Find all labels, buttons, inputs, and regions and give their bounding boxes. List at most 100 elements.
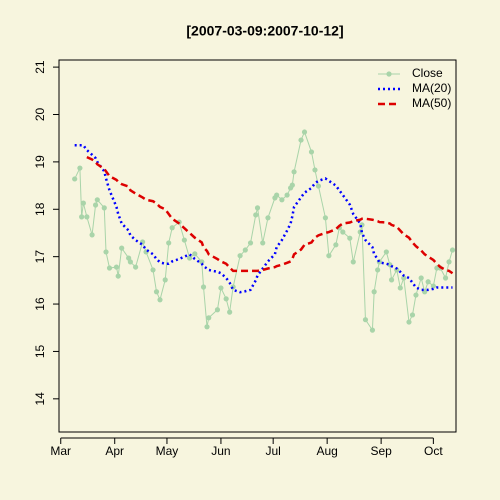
data-point	[127, 259, 133, 265]
data-point	[166, 240, 172, 246]
y-tick-label: 15	[33, 344, 47, 358]
data-point	[77, 165, 83, 171]
y-tick-label: 19	[33, 155, 47, 169]
data-point	[113, 264, 120, 270]
data-point	[133, 264, 139, 270]
x-tick-label: Oct	[424, 444, 443, 458]
data-point	[449, 247, 456, 253]
data-point	[401, 275, 407, 281]
data-point	[200, 284, 207, 290]
data-point	[199, 259, 205, 265]
data-point	[237, 253, 243, 259]
x-tick-label: Aug	[316, 444, 337, 458]
data-point	[253, 212, 259, 218]
data-point	[192, 251, 198, 257]
data-point	[315, 183, 322, 189]
data-point	[446, 259, 452, 265]
data-point	[418, 275, 424, 281]
data-point	[260, 240, 266, 246]
legend-label: MA(20)	[412, 81, 451, 95]
data-point	[333, 242, 339, 248]
data-point	[162, 277, 168, 283]
data-point	[369, 327, 376, 333]
data-point	[340, 229, 346, 235]
data-point	[362, 317, 369, 323]
data-point	[103, 249, 109, 255]
data-point	[218, 285, 224, 291]
x-tick-label: Apr	[105, 444, 124, 458]
legend-label: Close	[412, 66, 443, 80]
data-point	[153, 289, 160, 295]
x-tick-label: Jun	[211, 444, 230, 458]
data-point	[181, 237, 187, 243]
data-point	[291, 169, 297, 175]
data-point	[298, 137, 304, 143]
y-tick-label: 21	[33, 60, 47, 74]
data-point	[371, 289, 377, 295]
data-point	[375, 267, 381, 273]
data-point	[350, 259, 356, 265]
y-tick-label: 20	[33, 108, 47, 122]
data-point	[92, 202, 99, 208]
data-point	[79, 214, 85, 220]
series-line	[86, 156, 454, 275]
data-point	[383, 249, 389, 255]
data-point	[308, 149, 315, 155]
data-point	[169, 225, 175, 231]
data-point	[397, 285, 403, 291]
data-point	[150, 267, 156, 273]
data-point	[301, 129, 308, 135]
plot-frame	[58, 59, 457, 433]
data-point	[289, 182, 295, 188]
x-tick-label: Jul	[265, 444, 280, 458]
data-point	[326, 253, 332, 259]
data-point	[442, 275, 449, 281]
data-point	[322, 215, 329, 221]
data-point	[413, 292, 419, 298]
data-point	[265, 215, 271, 221]
data-point	[106, 265, 113, 271]
data-point	[89, 232, 95, 238]
data-point	[242, 247, 248, 253]
y-tick-label: 18	[33, 202, 47, 216]
legend-label: MA(50)	[412, 96, 451, 110]
data-point	[284, 192, 290, 198]
y-tick-label: 17	[33, 250, 47, 264]
x-tick-label: Sep	[370, 444, 392, 458]
data-point	[347, 235, 353, 241]
data-point	[227, 309, 233, 315]
y-tick-label: 16	[33, 297, 47, 311]
data-point	[72, 176, 78, 182]
data-point	[157, 297, 163, 303]
data-point	[214, 307, 221, 313]
series-line	[74, 144, 453, 294]
data-point	[312, 167, 318, 173]
data-point	[94, 197, 100, 203]
data-point	[80, 200, 86, 206]
data-point	[115, 273, 121, 279]
data-point	[406, 319, 412, 325]
data-point	[223, 296, 229, 302]
data-point	[206, 315, 212, 321]
x-tick-label: May	[156, 444, 179, 458]
data-point	[204, 324, 210, 330]
data-point	[119, 245, 125, 251]
data-point	[425, 279, 431, 285]
data-point	[388, 277, 395, 283]
chart-title: [2007-03-09:2007-10-12]	[186, 23, 343, 39]
data-point	[101, 205, 107, 211]
legend-marker	[386, 71, 392, 77]
data-point	[279, 197, 285, 203]
data-point	[247, 240, 254, 246]
data-point	[430, 283, 436, 289]
data-point	[409, 312, 416, 318]
data-point	[274, 192, 280, 198]
data-point	[84, 214, 90, 220]
data-point	[254, 205, 261, 211]
data-point	[186, 255, 193, 261]
x-tick-label: Mar	[50, 444, 71, 458]
y-tick-label: 14	[33, 392, 47, 406]
